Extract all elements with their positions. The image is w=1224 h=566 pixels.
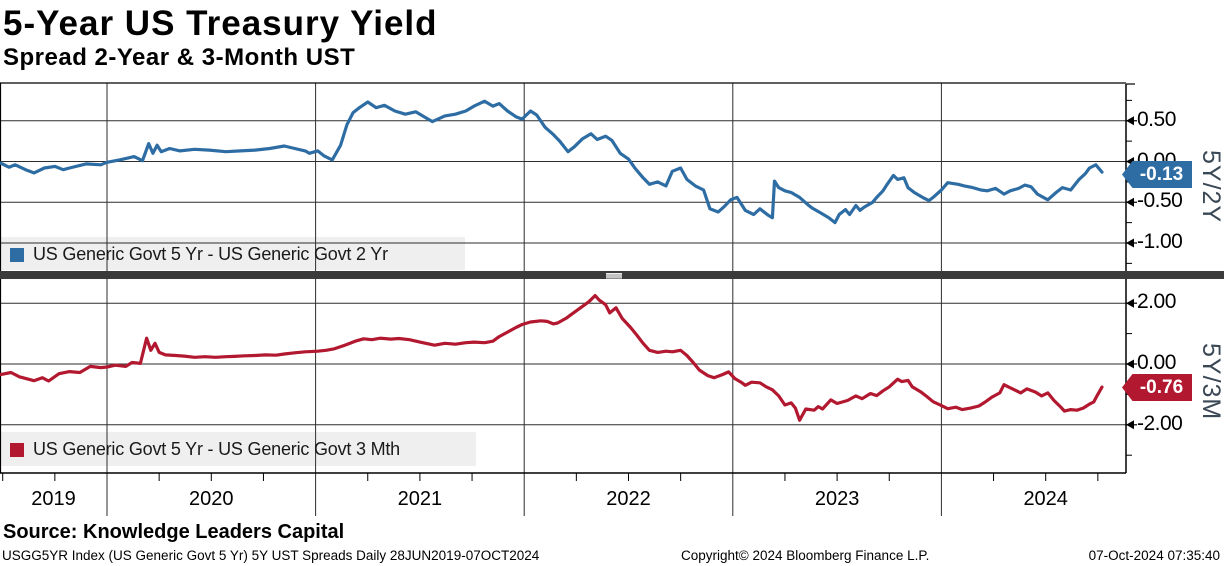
y-tick-arrow [1126,359,1134,369]
legend-swatch-blue [10,247,24,262]
x-tick-label-2022: 2022 [606,488,651,510]
series-line-5y2y [0,99,1104,225]
x-tick-label-2020: 2020 [189,488,234,510]
last-value-tag-5y3m: -0.76 [1122,374,1192,401]
y-tick-arrow [1126,197,1134,207]
panel-axis-label-5y3m: 5Y/3M [1197,343,1224,421]
y-tick-label: 0.00 [1137,351,1176,374]
footer-timestamp: 07-Oct-2024 07:35:40 [1088,548,1220,563]
legend-label-5y3m: US Generic Govt 5 Yr - US Generic Govt 3… [33,439,400,459]
page-subtitle: Spread 2-Year & 3-Month UST [3,44,356,71]
legend-label-5y2y: US Generic Govt 5 Yr - US Generic Govt 2… [33,244,388,264]
legend-bg-bottom [0,432,476,466]
x-tick-label-2021: 2021 [397,488,443,510]
x-tick-label-2024: 2024 [1023,488,1068,510]
legend-5y3m: US Generic Govt 5 Yr - US Generic Govt 3… [0,433,400,466]
y-tick-arrow [1126,238,1134,248]
x-tick-label-2019: 2019 [31,488,76,510]
footer-copyright: Copyright© 2024 Bloomberg Finance L.P. [681,548,930,563]
legend-5y2y: US Generic Govt 5 Yr - US Generic Govt 2… [0,238,388,271]
y-tick-label: -1.00 [1137,230,1183,253]
y-tick-arrow [1126,420,1134,430]
panel-axis-label-5y2y: 5Y/2Y [1197,150,1224,224]
y-tick-label: -0.50 [1137,189,1183,213]
y-tick-arrow [1126,116,1134,126]
panel-divider-grip-icon[interactable] [606,273,622,279]
y-tick-label: 2.00 [1137,290,1176,314]
y-tick-label: 0.50 [1137,107,1176,131]
legend-swatch-red [10,442,24,457]
last-value-tag-5y2y: -0.13 [1122,161,1192,188]
y-tick-label: -2.00 [1137,411,1183,435]
x-tick-label-2023: 2023 [814,488,860,510]
series-line-5y3m [0,294,1104,422]
source-line: Source: Knowledge Leaders Capital [3,521,345,543]
page-title: 5-Year US Treasury Yield [3,4,438,43]
y-tick-arrow [1126,298,1134,308]
footer-ticker-info: USGG5YR Index (US Generic Govt 5 Yr) 5Y … [2,548,540,563]
